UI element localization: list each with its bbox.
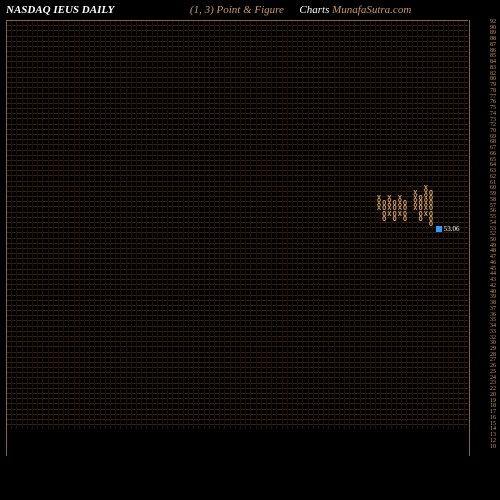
pnf-o-mark: O xyxy=(418,217,424,222)
pnf-o-mark: O xyxy=(392,217,398,222)
symbol-label: NASDAQ IEUS DAILY xyxy=(6,4,114,16)
pnf-o-mark: O xyxy=(381,217,387,222)
y-axis-label: 10 xyxy=(470,445,496,450)
chart-area: XXXOOOOXXXXOOOOXXXXOOOOXXXXOOOOOXXXXXXOO… xyxy=(6,20,468,456)
charts-word: Charts xyxy=(299,4,329,16)
pnf-o-mark: O xyxy=(428,222,434,227)
price-value: 53.06 xyxy=(444,225,460,233)
price-marker: 53.06 xyxy=(436,225,460,233)
params-label: (1, 3) Point & Figure xyxy=(190,4,284,16)
price-box-icon xyxy=(436,226,442,232)
y-axis: 9290898887868584838280797877767574737270… xyxy=(470,20,496,456)
pnf-o-mark: O xyxy=(402,217,408,222)
pnf-layer: XXXOOOOXXXXOOOOXXXXOOOOXXXXOOOOOXXXXXXOO… xyxy=(6,20,468,456)
site-label: MunafaSutra.com xyxy=(332,4,411,16)
chart-header: NASDAQ IEUS DAILY (1, 3) Point & Figure … xyxy=(6,4,494,20)
